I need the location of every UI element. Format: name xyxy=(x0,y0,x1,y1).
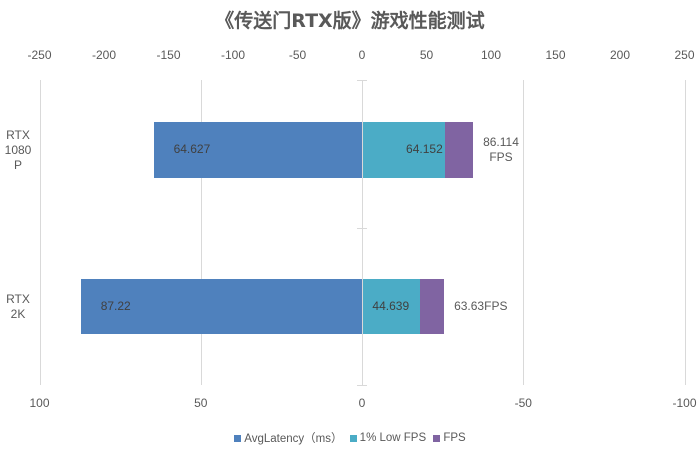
bottom-axis-tick-label: -100 xyxy=(672,396,697,410)
top-axis-tick-label: -100 xyxy=(220,48,246,62)
legend-swatch-icon xyxy=(234,434,242,442)
avg-latency-value-label: 64.627 xyxy=(173,142,211,156)
fps-label-line: 86.114 xyxy=(483,135,519,149)
legend: AvgLatency（ms） 1% Low FPS FPS xyxy=(0,430,700,446)
fps-label-line: FPS xyxy=(489,150,513,164)
top-axis-tick-label: 0 xyxy=(358,48,366,62)
fps-value-label: 86.114 FPS xyxy=(483,135,519,165)
top-axis-tick-label: 50 xyxy=(419,48,434,62)
category-label-line: P xyxy=(13,157,22,172)
top-axis-tick-label: 100 xyxy=(480,48,502,62)
bar-avg-latency[interactable] xyxy=(153,122,362,178)
top-axis-tick-label: 200 xyxy=(609,48,631,62)
zero-axis-line xyxy=(362,80,363,385)
bottom-axis-tick-label: 50 xyxy=(194,396,208,410)
gridline xyxy=(523,80,524,385)
top-axis-tick-label: 250 xyxy=(674,48,695,62)
avg-latency-value-label: 87.22 xyxy=(100,298,131,313)
category-label: RTX 1080 P xyxy=(0,128,36,173)
fps-value-label: 63.63FPS xyxy=(454,299,507,314)
gridline xyxy=(201,80,202,385)
bar-fps[interactable] xyxy=(444,122,474,178)
category-label-line: 2K xyxy=(10,306,26,321)
bottom-axis-tick-label: 0 xyxy=(358,396,366,410)
bar-fps[interactable] xyxy=(419,279,445,334)
bottom-axis-tick-label: -50 xyxy=(514,396,532,410)
low-fps-value-label: 64.152 xyxy=(406,142,443,156)
category-label-line: 1080 xyxy=(4,142,32,157)
top-axis-tick-label: -250 xyxy=(27,48,52,62)
legend-swatch-icon xyxy=(349,434,357,442)
category-label-line: RTX xyxy=(6,291,30,306)
bar-avg-latency[interactable] xyxy=(80,279,362,334)
legend-swatch-icon xyxy=(433,434,441,442)
legend-label: FPS xyxy=(443,432,466,444)
legend-label: 1% Low FPS xyxy=(359,432,427,444)
bar-low-fps[interactable] xyxy=(362,279,420,334)
bottom-axis-tick-label: 100 xyxy=(29,396,50,410)
category-label-line: RTX xyxy=(6,127,30,142)
category-tick xyxy=(357,385,367,386)
legend-label: AvgLatency（ms） xyxy=(244,433,343,445)
gridline xyxy=(685,80,686,385)
top-axis-tick-label: -150 xyxy=(156,48,181,62)
legend-item-low-fps[interactable]: 1% Low FPS xyxy=(349,432,427,444)
top-axis-tick-label: -50 xyxy=(288,48,307,62)
category-label: RTX 2K xyxy=(0,292,36,322)
fps-label-line: 63.63FPS xyxy=(454,299,508,313)
legend-item-fps[interactable]: FPS xyxy=(433,432,466,444)
low-fps-value-label: 44.639 xyxy=(372,298,410,313)
chart-title: 《传送门RTX版》游戏性能测试 xyxy=(215,10,485,32)
gridline xyxy=(40,80,41,385)
top-axis-tick-label: 150 xyxy=(545,48,566,62)
legend-item-avg-latency[interactable]: AvgLatency（ms） xyxy=(234,430,342,446)
top-axis-tick-label: -200 xyxy=(91,48,117,62)
bar-low-fps[interactable] xyxy=(362,122,445,178)
